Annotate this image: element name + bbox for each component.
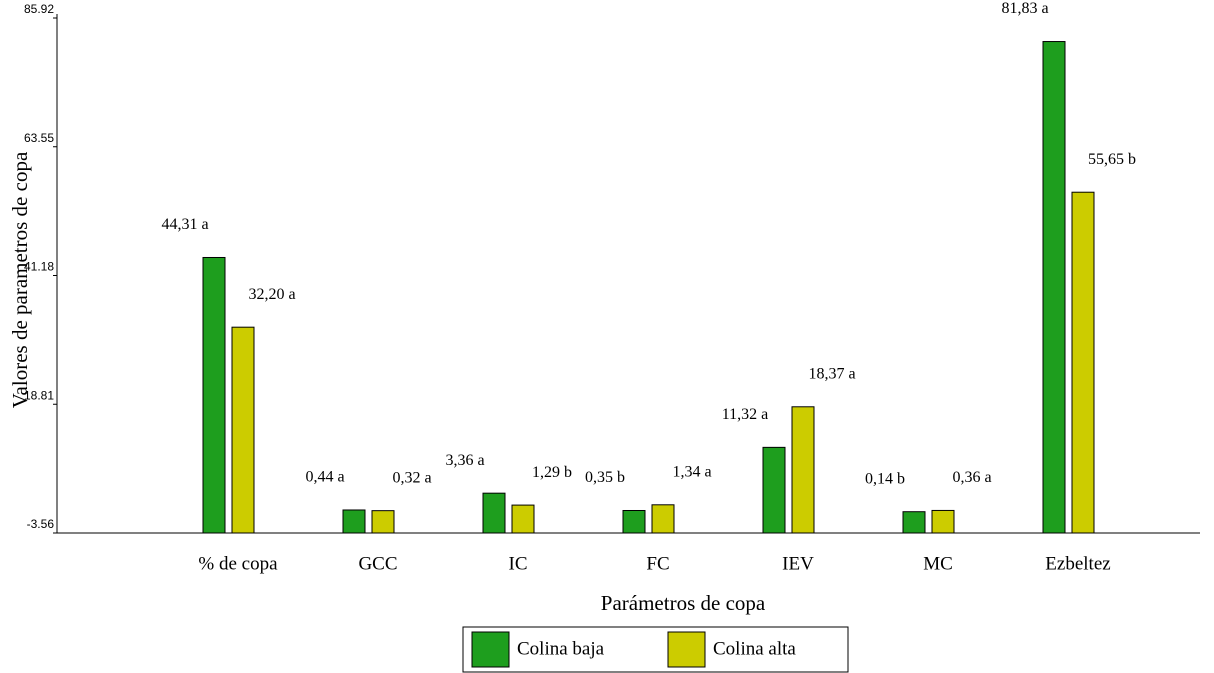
y-tick-label: 18.81 bbox=[24, 388, 54, 402]
y-tick-label: 41.18 bbox=[24, 260, 54, 274]
value-label: 0,44 a bbox=[305, 469, 344, 486]
value-label: 0,35 b bbox=[585, 469, 625, 486]
x-tick-label: MC bbox=[923, 553, 953, 574]
bar bbox=[791, 406, 815, 534]
value-label: 3,36 a bbox=[445, 452, 484, 469]
value-label: 55,65 b bbox=[1088, 151, 1136, 168]
value-label: 0,32 a bbox=[392, 469, 431, 486]
legend-label: Colina alta bbox=[713, 638, 796, 659]
bar bbox=[511, 504, 535, 534]
x-tick-label: IC bbox=[509, 553, 528, 574]
value-label: 0,14 b bbox=[865, 470, 905, 487]
legend-box bbox=[462, 626, 849, 673]
x-axis-title: Parámetros de copa bbox=[601, 591, 766, 615]
value-label: 11,32 a bbox=[722, 406, 769, 423]
bar bbox=[371, 510, 395, 534]
bar bbox=[202, 256, 226, 534]
bar bbox=[342, 509, 366, 534]
value-label: 18,37 a bbox=[808, 365, 855, 382]
x-tick-label: Ezbeltez bbox=[1045, 553, 1110, 574]
value-label: 1,34 a bbox=[672, 463, 711, 480]
y-axis-title: Valores de parametros de copa bbox=[8, 151, 32, 408]
value-label: 1,29 b bbox=[532, 464, 572, 481]
bar bbox=[622, 509, 646, 534]
bar bbox=[1071, 191, 1095, 534]
y-tick-label: 85.92 bbox=[24, 2, 54, 16]
legend-label: Colina baja bbox=[517, 638, 605, 659]
x-tick-label: FC bbox=[646, 553, 669, 574]
value-label: 81,83 a bbox=[1001, 0, 1048, 17]
y-tick-label: -3.56 bbox=[27, 517, 55, 531]
bar bbox=[231, 326, 255, 534]
legend-swatch bbox=[667, 631, 706, 668]
bar bbox=[1042, 41, 1066, 534]
x-tick-label: IEV bbox=[782, 553, 814, 574]
x-tick-label: % de copa bbox=[198, 553, 278, 574]
bar bbox=[651, 504, 675, 534]
value-label: 44,31 a bbox=[161, 216, 208, 233]
bar bbox=[762, 446, 786, 534]
legend-swatch bbox=[471, 631, 510, 668]
bar bbox=[931, 509, 955, 534]
value-label: 32,20 a bbox=[248, 286, 295, 303]
bar bbox=[482, 492, 506, 534]
y-tick-label: 63.55 bbox=[24, 131, 54, 145]
bar bbox=[902, 511, 926, 534]
x-tick-label: GCC bbox=[358, 553, 397, 574]
value-label: 0,36 a bbox=[952, 469, 991, 486]
